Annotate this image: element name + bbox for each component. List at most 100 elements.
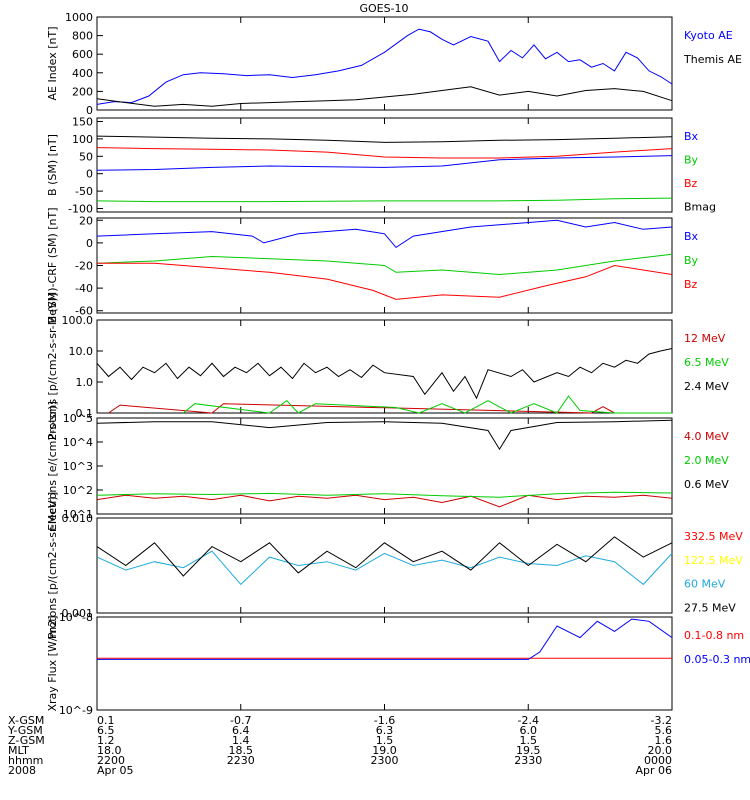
y-tick-label: 150: [72, 115, 93, 128]
y-tick-label: 400: [72, 67, 93, 80]
y-tick-label: 10^-9: [59, 704, 93, 717]
y-tick-label: 0.001: [62, 607, 94, 620]
y-axis-label: Protons [p/(cm2-s-sr-MeV)]: [46, 293, 59, 440]
orbit-cell: 1.4: [232, 734, 250, 747]
series-themis-ae: [96, 86, 673, 107]
panel-frame: [96, 117, 673, 213]
legend-entry: 332.5 MeV: [684, 530, 743, 543]
legend-entry: 2.4 MeV: [684, 380, 729, 393]
y-tick-label: -60: [75, 305, 93, 318]
panel-0: 0 200 400 600 800 1000 AE Index [nT] Kyoto AE Th…: [46, 11, 742, 117]
orbit-cell: 1.6: [655, 734, 673, 747]
y-tick-label: 10^5: [63, 412, 93, 425]
series-bz: [97, 262, 673, 300]
y-tick-label: 50: [79, 150, 93, 163]
series-0.6-mev: [96, 419, 673, 451]
y-tick-label: 0: [86, 168, 93, 181]
orbit-row-label: hhmm: [8, 754, 43, 767]
legend-entry: Bz: [684, 177, 698, 190]
y-tick-label: 1.0: [76, 376, 94, 389]
y-tick-label: 100: [72, 133, 93, 146]
panel-4: 10^1 10^2 10^3 10^4 10^5 Electrons [e/(cm2-s-…: [46, 401, 729, 531]
series-4.0-mev: [96, 494, 673, 508]
orbit-cell: 2300: [371, 754, 399, 767]
orbit-cell: 1.5: [520, 734, 538, 747]
y-tick-label: 0: [86, 104, 93, 117]
y-tick-label: 10.0: [69, 345, 94, 358]
y-axis-label: Xray Flux [W/m2]: [46, 615, 59, 711]
panel-frame: [96, 517, 673, 614]
legend-entry: 0.05-0.3 nm: [684, 653, 750, 666]
y-axis-label: B (SM) [nT]: [46, 134, 59, 196]
orbit-cell: 1.2: [97, 734, 115, 747]
legend-entry: 12 MeV: [684, 332, 726, 345]
panel-2: -60 -40 -20 0 20 B (SM)-CRF (SM) [nT] Bx By Bz: [46, 207, 699, 323]
orbit-cell: 19.0: [372, 744, 397, 757]
orbit-cell: -0.7: [230, 714, 251, 727]
orbit-cell: 2200: [97, 754, 125, 767]
series-bmag: [96, 135, 673, 143]
orbit-cell: 2330: [514, 754, 542, 767]
y-tick-label: 20: [79, 214, 93, 227]
legend-entry: Bx: [684, 130, 699, 143]
panel-1: -100 -50 0 50 100 150 B (SM) [nT] Bx By Bz Bmag: [46, 115, 716, 215]
orbit-row-label: X-GSM: [8, 714, 44, 727]
legend-entry: 4.0 MeV: [684, 430, 729, 443]
legend-entry: By: [684, 254, 699, 267]
y-tick-label: 1000: [65, 11, 93, 24]
legend-entry: Kyoto AE: [684, 29, 733, 42]
legend-entry: Bx: [684, 230, 699, 243]
orbit-cell: Apr 05: [97, 764, 134, 777]
legend-entry: 27.5 MeV: [684, 601, 736, 614]
y-axis-label: Electrons [e/(cm2-s-sr)]: [46, 401, 59, 531]
y-axis-label: B (SM)-CRF (SM) [nT]: [46, 207, 59, 323]
series-0.05-0.3-nm: [97, 618, 673, 660]
y-tick-label: 10^2: [63, 484, 93, 497]
series-bx: [96, 155, 673, 171]
series-6.5-mev: [182, 395, 672, 414]
orbit-cell: 1.5: [376, 734, 394, 747]
series-60-mev: [96, 550, 673, 586]
y-axis-label: AE Index [nT]: [46, 26, 59, 100]
orbit-cell: 19.5: [516, 744, 541, 757]
orbit-cell: 5.6: [655, 724, 673, 737]
y-tick-label: -50: [75, 185, 93, 198]
legend-entry: 2.0 MeV: [684, 454, 729, 467]
orbit-row-label: Y-GSM: [7, 724, 43, 737]
orbit-cell: -2.4: [518, 714, 539, 727]
y-tick-label: -40: [75, 282, 93, 295]
legend-entry: 60 MeV: [684, 578, 726, 591]
y-tick-label: 10^-8: [59, 611, 93, 624]
chart-title: GOES-10: [359, 2, 408, 15]
legend-entry: Themis AE: [683, 53, 742, 66]
orbit-row-label: 2008: [8, 764, 36, 777]
orbit-cell: 0000: [644, 754, 672, 767]
orbit-cell: 20.0: [648, 744, 673, 757]
orbit-cell: 6.5: [97, 724, 115, 737]
y-tick-label: 0.010: [62, 512, 94, 525]
series-kyoto-ae: [96, 28, 673, 105]
y-tick-label: 10^3: [63, 460, 93, 473]
panel-frame: [96, 616, 673, 711]
y-tick-label: 10^1: [63, 508, 93, 521]
y-tick-label: 200: [72, 85, 93, 98]
y-tick-label: 600: [72, 48, 93, 61]
orbit-cell: 2230: [227, 754, 255, 767]
orbit-cell: -1.6: [374, 714, 395, 727]
y-tick-label: 100.0: [62, 314, 94, 327]
y-tick-label: 0.1: [76, 407, 94, 420]
legend-entry: 0.1-0.8 nm: [684, 629, 744, 642]
orbit-cell: -3.2: [651, 714, 672, 727]
orbit-cell: 6.4: [232, 724, 250, 737]
y-axis-label: Protons [p/(cm2-s-sr-MeV)]: [46, 492, 59, 639]
legend-entry: Bmag: [684, 201, 716, 214]
series-27.5-mev: [96, 536, 673, 577]
series-by: [96, 197, 673, 203]
series-bz: [96, 147, 673, 159]
y-tick-label: -20: [75, 260, 93, 273]
orbit-cell: 18.5: [229, 744, 254, 757]
series-2.4-mev: [96, 348, 673, 400]
